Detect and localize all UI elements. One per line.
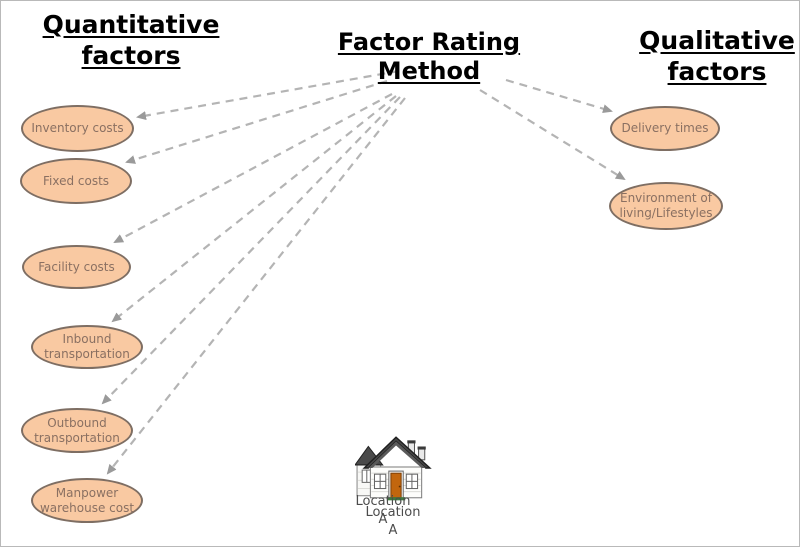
location-label-front: Location A [363,504,423,539]
arrow-to-facility-costs [113,93,393,243]
diagram-title: Factor Rating Method [337,28,521,86]
arrow-to-outbound-transportation [101,96,401,405]
arrow-to-manpower-warehouse-cost [106,97,406,475]
node-outbound-transportation: Outbound transportation [21,408,133,453]
location-label-back: Location A [353,493,413,528]
node-delivery-times: Delivery times [610,106,720,151]
location-name: Location [365,505,421,520]
arrow-to-delivery-times [505,78,613,114]
qualitative-factors-heading: Qualitative factors [639,26,795,86]
location-letter: A [378,511,388,527]
arrow-to-inbound-transportation [111,95,397,323]
node-facility-costs: Facility costs [22,245,131,289]
arrow-to-fixed-costs [125,79,388,164]
arrow-to-environment-of-living [479,89,626,181]
quantitative-factors-heading: Quantitative factors [42,10,220,70]
node-manpower-warehouse-cost: Manpower warehouse cost [31,478,143,523]
location-name: Location [355,494,411,509]
location-letter: A [388,522,398,538]
node-environment-of-living: Environment of living/Lifestyles [609,182,723,230]
node-inventory-costs: Inventory costs [21,105,134,152]
node-inbound-transportation: Inbound transportation [31,325,143,369]
house-icon [353,433,435,501]
node-fixed-costs: Fixed costs [20,158,132,204]
